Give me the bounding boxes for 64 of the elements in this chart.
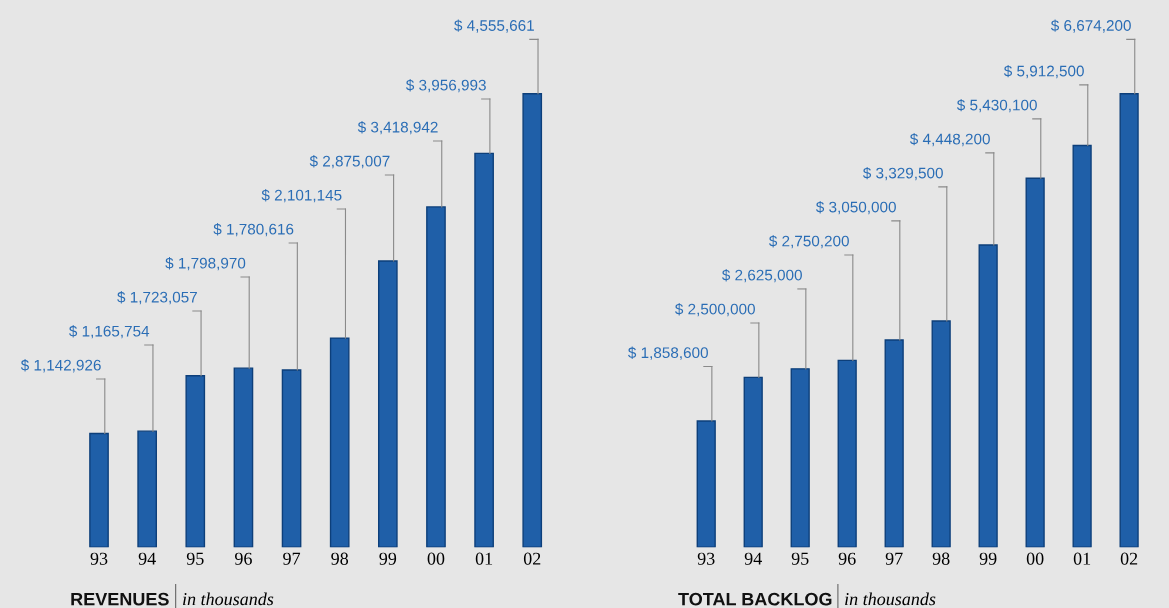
text: TOTAL BACKLOG	[678, 592, 832, 606]
x-tick-label: 94	[744, 552, 762, 565]
data-label: $ 3,050,000	[815, 201, 896, 215]
text: REVENUES	[71, 592, 169, 606]
x-tick-label: 02	[523, 552, 541, 565]
data-label: $ 1,798,970	[165, 257, 246, 271]
bar	[1072, 144, 1092, 548]
bar	[1025, 177, 1045, 548]
bar	[377, 260, 398, 548]
x-tick-label: 01	[475, 552, 493, 565]
x-tick-label: 00	[427, 552, 445, 565]
data-label: $ 5,430,100	[956, 98, 1037, 113]
data-label: $ 3,329,500	[862, 167, 943, 181]
x-tick-label: 95	[791, 552, 809, 565]
bar	[426, 206, 446, 548]
x-tick-label: 98	[331, 552, 349, 565]
data-label: $ 1,858,600	[628, 346, 708, 360]
x-tick-label: 93	[697, 552, 715, 565]
x-tick-label: 94	[138, 552, 156, 565]
bar	[474, 152, 494, 548]
x-tick-label: 96	[234, 552, 252, 565]
bar	[837, 359, 857, 548]
bar	[137, 430, 157, 548]
bar	[233, 367, 254, 548]
bar	[978, 244, 998, 548]
data-label: $ 3,956,993	[405, 79, 486, 93]
x-tick-label: 93	[90, 552, 108, 565]
data-label: $ 1,780,616	[213, 223, 294, 237]
data-label: $ 2,750,200	[769, 235, 849, 249]
data-label: $ 4,555,661	[454, 19, 534, 33]
x-tick-label: 01	[1073, 552, 1091, 565]
data-label: $ 2,101,145	[261, 189, 342, 203]
x-tick-label: 00	[1026, 552, 1044, 565]
text: in thousands	[845, 592, 936, 606]
data-label: $ 2,625,000	[722, 269, 802, 283]
bar	[329, 337, 350, 548]
data-label: $ 6,674,200	[1050, 19, 1131, 33]
bar	[281, 369, 302, 548]
bar	[743, 376, 763, 548]
data-label: $ 1,723,057	[117, 291, 197, 305]
x-tick-label: 02	[1120, 552, 1138, 565]
x-tick-label: 96	[838, 552, 856, 565]
data-label: $ 3,418,942	[357, 121, 438, 135]
x-tick-label: 97	[885, 552, 903, 565]
data-label: $ 2,500,000	[675, 303, 755, 317]
data-label: $ 1,142,926	[20, 359, 101, 373]
bar	[522, 93, 543, 548]
data-label: $ 4,448,200	[909, 132, 990, 147]
data-label: $ 1,165,754	[69, 325, 150, 339]
text: in thousands	[183, 592, 274, 606]
bar	[1119, 93, 1139, 548]
bar	[790, 368, 810, 548]
x-tick-label: 99	[979, 552, 997, 565]
x-tick-label: 99	[379, 552, 397, 565]
x-tick-label: 98	[932, 552, 950, 565]
data-label: $ 2,875,007	[309, 155, 390, 169]
bar	[884, 339, 904, 548]
x-tick-label: 95	[186, 552, 204, 565]
bar	[931, 320, 951, 548]
x-tick-label: 97	[283, 552, 301, 565]
bar	[89, 432, 109, 548]
data-label: $ 5,912,500	[1003, 64, 1084, 79]
bar	[185, 375, 206, 548]
bar	[696, 420, 716, 548]
